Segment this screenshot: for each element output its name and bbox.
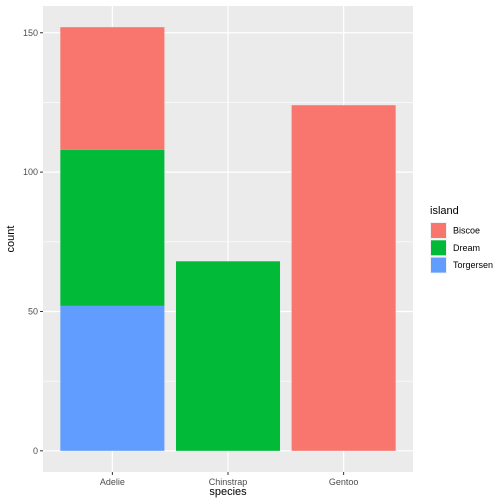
- bar-gentoo-biscoe: [291, 105, 396, 451]
- y-tick-label: 0: [33, 446, 38, 456]
- x-axis-title: species: [209, 486, 247, 498]
- y-tick-label: 50: [28, 306, 38, 316]
- y-axis-title: count: [5, 226, 17, 253]
- x-axis: Adelie Chinstrap Gentoo: [100, 472, 359, 487]
- y-axis: 0 50 100 150: [23, 28, 43, 456]
- bar-adelie-biscoe: [60, 27, 165, 150]
- legend-label-torgersen: Torgersen: [453, 260, 493, 270]
- legend-swatch-torgersen: [431, 257, 446, 273]
- y-tick-label: 150: [23, 28, 38, 38]
- bar-chinstrap-dream: [175, 261, 281, 451]
- bars: [60, 27, 396, 451]
- legend-swatch-biscoe: [431, 223, 446, 238]
- legend-label-dream: Dream: [453, 243, 480, 253]
- x-tick-label: Chinstrap: [209, 477, 248, 487]
- x-tick-label: Gentoo: [329, 477, 359, 487]
- bar-adelie-dream: [60, 149, 165, 306]
- x-tick-label: Adelie: [100, 477, 125, 487]
- legend: island Biscoe Dream Torgersen: [430, 205, 493, 274]
- bar-adelie-torgersen: [60, 305, 165, 451]
- legend-label-biscoe: Biscoe: [453, 226, 480, 236]
- legend-swatch-dream: [431, 240, 446, 256]
- legend-title: island: [430, 205, 459, 217]
- y-tick-label: 100: [23, 167, 38, 177]
